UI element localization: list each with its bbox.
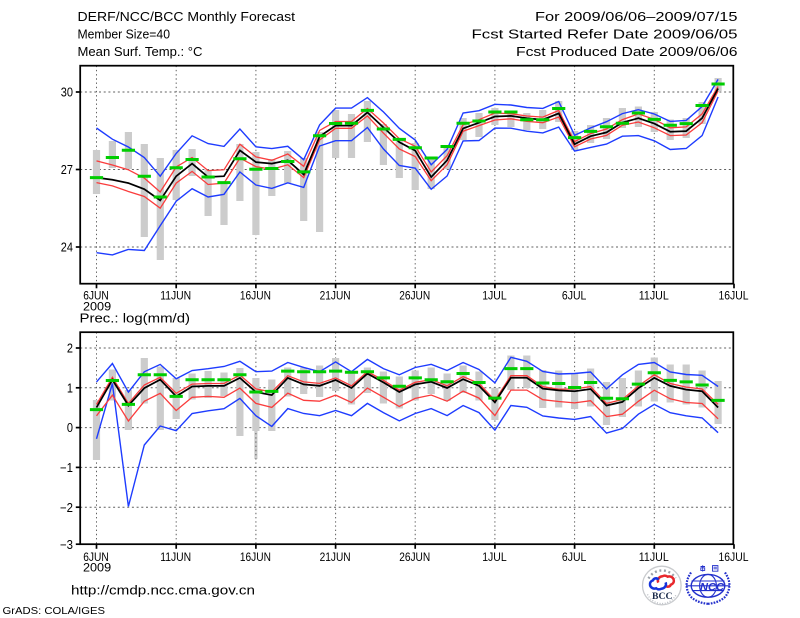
svg-text:6JUN: 6JUN [83, 550, 109, 564]
svg-text:0: 0 [67, 421, 73, 435]
svg-text:16JUN: 16JUN [240, 550, 271, 564]
svg-text:30: 30 [61, 86, 73, 100]
svg-text:6JUN: 6JUN [83, 288, 109, 302]
svg-text:6JUL: 6JUL [562, 288, 587, 302]
svg-text:Mean Surf. Temp.: °C: Mean Surf. Temp.: °C [78, 44, 203, 59]
svg-text:DERF/NCC/BCC Monthly Forecast: DERF/NCC/BCC Monthly Forecast [78, 9, 296, 24]
svg-text:For 2009/06/06–2009/07/15: For 2009/06/06–2009/07/15 [535, 9, 738, 24]
svg-text:16JUL: 16JUL [719, 550, 749, 564]
svg-text:11JUN: 11JUN [160, 288, 191, 302]
svg-text:27: 27 [61, 163, 73, 177]
svg-text:21JUN: 21JUN [320, 550, 351, 564]
svg-text:11JUL: 11JUL [639, 550, 669, 564]
svg-text:Prec.: log(mm/d): Prec.: log(mm/d) [80, 311, 191, 326]
svg-text:2009: 2009 [83, 299, 111, 313]
svg-text:2: 2 [67, 342, 73, 356]
svg-text:Fcst Produced Date 2009/06/06: Fcst Produced Date 2009/06/06 [516, 44, 738, 59]
svg-text:2009: 2009 [83, 561, 111, 575]
svg-text:1JUL: 1JUL [482, 288, 507, 302]
svg-text:NCC: NCC [700, 581, 725, 593]
svg-text:16JUN: 16JUN [240, 288, 271, 302]
svg-text:http://cmdp.ncc.cma.gov.cn: http://cmdp.ncc.cma.gov.cn [71, 583, 255, 598]
svg-text:11JUN: 11JUN [160, 550, 191, 564]
svg-text:BCC: BCC [652, 591, 673, 602]
svg-text:−1: −1 [60, 461, 73, 475]
svg-text:21JUN: 21JUN [320, 288, 351, 302]
svg-text:26JUN: 26JUN [399, 550, 430, 564]
svg-text:−3: −3 [60, 538, 73, 552]
svg-text:11JUL: 11JUL [639, 288, 669, 302]
svg-text:6JUL: 6JUL [562, 550, 587, 564]
svg-text:26JUN: 26JUN [399, 288, 430, 302]
svg-text:1: 1 [67, 381, 73, 395]
svg-text:1JUL: 1JUL [482, 550, 507, 564]
svg-text:24: 24 [61, 241, 73, 255]
svg-text:16JUL: 16JUL [719, 288, 749, 302]
svg-text:−2: −2 [60, 501, 73, 515]
svg-text:Member Size=40: Member Size=40 [78, 26, 171, 41]
svg-text:GrADS: COLA/IGES: GrADS: COLA/IGES [3, 606, 106, 617]
svg-text:Fcst Started Refer Date 2009/0: Fcst Started Refer Date 2009/06/05 [472, 26, 738, 41]
